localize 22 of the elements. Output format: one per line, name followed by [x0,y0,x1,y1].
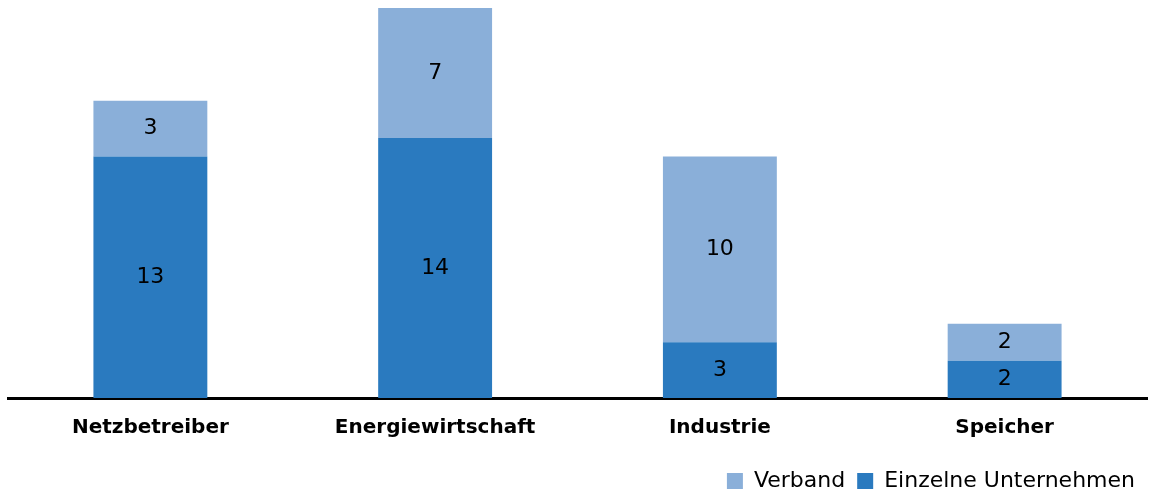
x-tick-label: Energiewirtschaft [334,414,536,439]
data-label: 14 [421,253,450,279]
data-label: 10 [705,235,734,261]
bar [93,156,208,398]
legend-label: Einzelne Unternehmen [884,466,1136,492]
data-label: 2 [997,328,1012,353]
data-label: 3 [712,355,727,381]
bar [378,138,493,398]
data-label: 13 [136,263,165,288]
data-label: 2 [997,365,1012,391]
bar [947,360,1062,398]
x-tick-label: Speicher [955,414,1055,439]
data-label: 3 [143,114,158,140]
legend-label: Verband [753,466,846,492]
data-label: 7 [428,58,443,84]
bar [93,100,208,157]
bar [662,156,777,343]
x-tick-label: Industrie [668,414,771,439]
bar [378,8,493,138]
bar [662,342,777,398]
bar [947,323,1062,361]
x-tick-label: Netzbetreiber [71,414,229,439]
